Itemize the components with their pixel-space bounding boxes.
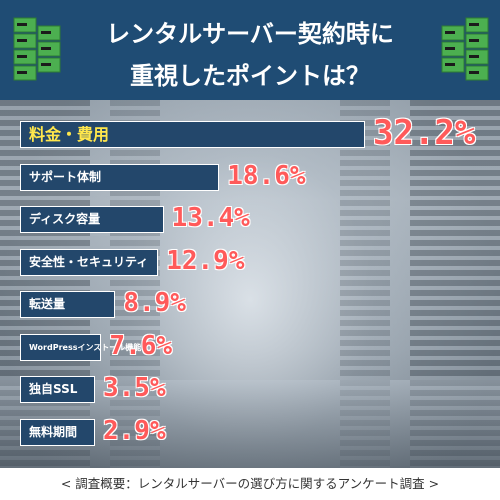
bar: 料金・費用: [20, 121, 365, 148]
bar: 独自SSL: [20, 376, 95, 403]
category-label: 安全性・セキュリティ: [29, 254, 149, 269]
category-label: 独自SSL: [29, 382, 78, 396]
bar: 安全性・セキュリティ: [20, 248, 159, 276]
bar: 転送量: [20, 291, 116, 318]
bar: サポート体制: [20, 163, 220, 191]
server-icon: [441, 17, 489, 81]
value-label: 18.6%: [227, 160, 306, 191]
value-label: 8.9%: [123, 288, 186, 319]
category-label: 転送量: [29, 297, 66, 311]
title-banner: レンタルサーバー契約時に 重視したポイントは？: [0, 0, 500, 100]
chart-title-line1: レンタルサーバー契約時に: [106, 20, 394, 48]
value-label: 7.6%: [109, 330, 173, 361]
category-label: 無料期間: [29, 424, 78, 439]
category-label: ディスク容量: [29, 212, 101, 226]
bar: WordPressインストール機能: [20, 333, 141, 361]
value-label: 12.9%: [166, 245, 245, 276]
survey-footnote: < 調査概要：レンタルサーバーの選び方に関するアンケート調査 >: [0, 468, 500, 500]
bar: ディスク容量: [20, 206, 164, 233]
category-label: サポート体制: [29, 169, 102, 184]
value-label: 3.5%: [103, 373, 166, 404]
server-icon: [13, 17, 61, 81]
bar: 無料期間: [20, 418, 95, 446]
value-label: 13.4%: [171, 203, 250, 234]
category-label: 料金・費用: [29, 125, 110, 144]
value-label: 2.9%: [103, 415, 166, 446]
category-label: WordPressインストール機能: [29, 342, 142, 352]
chart-title-line2: 重視したポイントは？: [130, 62, 370, 90]
value-label: 32.2%: [373, 113, 476, 154]
